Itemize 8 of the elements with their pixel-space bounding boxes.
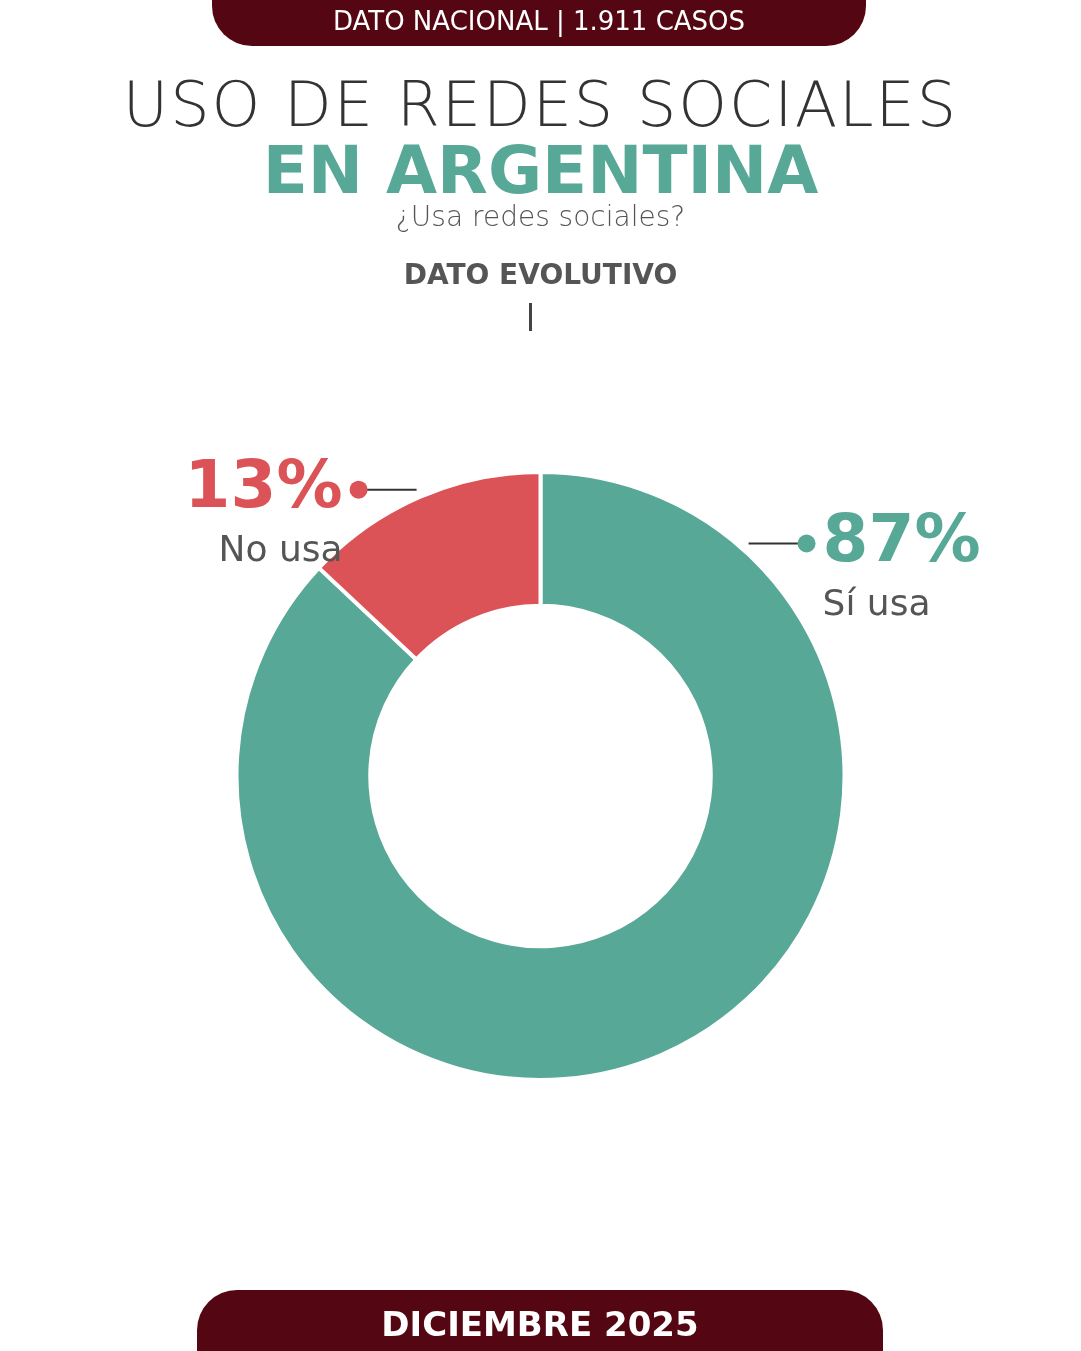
data-label: 87%	[822, 499, 981, 577]
data-label: 13%	[184, 445, 343, 523]
text: DATO NACIONAL | 1.911 CASOS	[212, 0, 866, 46]
text: DATO EVOLUTIVO	[402, 258, 679, 291]
legend-label: Sí usa	[822, 581, 931, 623]
legend-label: No usa	[218, 528, 343, 570]
text: DICIEMBRE 2025	[197, 1290, 883, 1351]
text: ¿Usa redes sociales?	[394, 200, 687, 233]
